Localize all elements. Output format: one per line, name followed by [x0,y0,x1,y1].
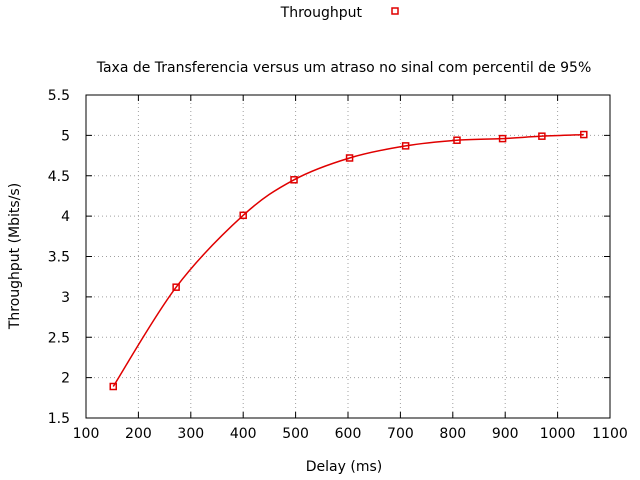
data-point [345,154,354,162]
legend: Throughput [280,5,399,21]
data-point [239,211,247,220]
y-tick-label: 4.5 [48,169,70,185]
x-tick-label: 500 [282,426,309,442]
data-point [538,132,546,140]
legend-label: Throughput [280,5,363,21]
y-tick-label: 1.5 [48,411,70,427]
x-tick-label: 300 [177,426,204,442]
data-point [401,142,410,150]
y-tick-label: 2.5 [48,330,70,346]
chart-title: Taxa de Transferencia versus um atraso n… [96,60,592,76]
data-point [172,283,180,291]
data-point [580,130,588,139]
x-axis-label: Delay (ms) [306,459,382,475]
x-tick-label: 100 [73,426,100,442]
series-layer [109,130,588,391]
x-tick-label: 400 [230,426,257,442]
x-tick-label: 1100 [592,426,628,442]
data-point [109,382,117,391]
data-point [498,134,507,143]
grid-lines [86,95,610,418]
y-tick-label: 5.5 [48,88,70,104]
series-line [112,133,584,387]
x-tick-label: 200 [125,426,152,442]
data-point [290,176,298,184]
x-tick-label: 900 [492,426,519,442]
y-tick-label: 2 [61,371,70,387]
data-point [453,136,461,144]
y-tick-label: 3.5 [48,250,70,266]
x-tick-label: 600 [335,426,362,442]
x-tick-label: 700 [387,426,414,442]
y-tick-label: 5 [61,128,70,144]
legend-marker [391,7,399,15]
x-tick-label: 1000 [540,426,576,442]
y-axis-label: Throughput (Mbits/s) [7,183,23,330]
axis-ticks: 100 200 300 400 500 600 700 800 900 1000 1100 1.5 2 2… [48,88,628,442]
y-tick-label: 3 [61,290,70,306]
x-tick-label: 800 [439,426,466,442]
y-tick-label: 4 [61,209,70,225]
